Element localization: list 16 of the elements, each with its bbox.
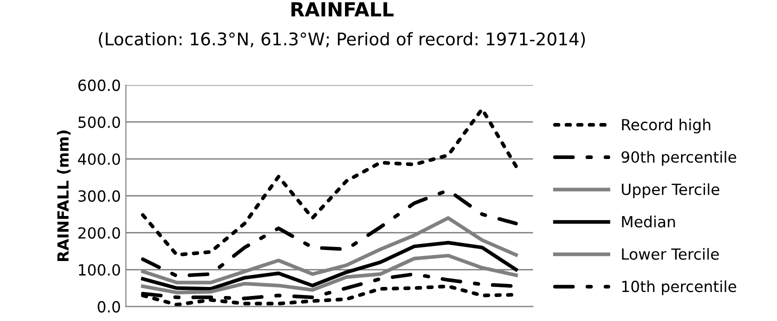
y-tick-label: 600.0 [78,80,120,92]
y-tick-label: 0.0 [98,301,120,313]
legend-label: Record high [622,118,710,134]
legend-label: 10th percentile [622,280,736,296]
legend-label: Upper Tercile [622,183,720,198]
legend-label: Lower Tercile [622,248,719,260]
y-tick-label: 100.0 [78,264,120,276]
y-tick-label: 500.0 [78,116,120,128]
y-tick-label: 300.0 [78,190,120,202]
y-axis-title: RAINFALL (mm) [56,130,71,261]
chart-title: RAINFALL [291,2,394,16]
y-tick-label: 400.0 [78,153,120,165]
legend-label: 90th percentile [622,150,736,166]
y-tick-label: 200.0 [78,227,120,239]
chart-subtitle: (Location: 16.3°N, 61.3°W; Period of record: 1971-2014) [98,32,585,48]
legend-label: Median [622,216,675,228]
